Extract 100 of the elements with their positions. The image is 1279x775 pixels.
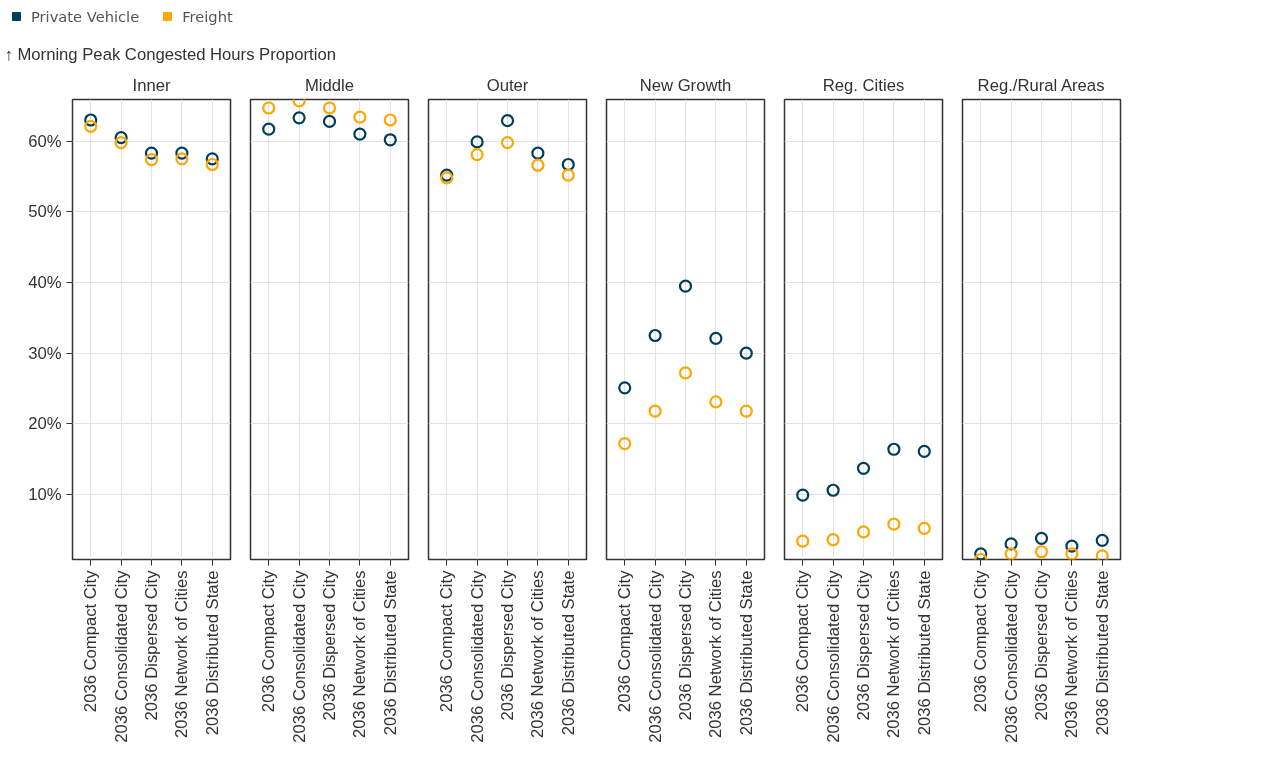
x-tick-label: 2036 Dispersed City <box>142 569 161 721</box>
point <box>292 111 306 125</box>
x-tick-label: 2036 Compact City <box>971 569 991 713</box>
point <box>1065 547 1079 560</box>
x-tick-label: 2036 Compact City <box>437 569 457 713</box>
point <box>887 442 901 456</box>
point <box>917 521 931 535</box>
x-tick-label: 2036 Dispersed City <box>1032 569 1051 721</box>
point <box>1095 549 1109 560</box>
point <box>826 533 840 547</box>
x-tick-label: 2036 Consolidated City <box>823 569 843 743</box>
x-tick-label: 2036 Distributed State <box>736 570 756 736</box>
point <box>322 101 337 115</box>
point <box>1034 545 1049 559</box>
point <box>561 168 575 182</box>
point <box>709 331 723 345</box>
point <box>826 483 840 497</box>
x-tick-label: 2036 Distributed State <box>380 570 400 736</box>
x-tick-label: 2036 Network of Cities <box>884 570 904 739</box>
x-tick-label: 2036 Distributed State <box>914 570 934 736</box>
point <box>648 328 662 343</box>
x-tick-label: 2036 Consolidated City <box>111 569 131 743</box>
point <box>739 346 753 360</box>
point <box>205 152 219 166</box>
x-tick-label: 2036 Dispersed City <box>498 569 517 721</box>
point <box>383 133 397 147</box>
y-tick-label: 50% <box>28 202 62 222</box>
point <box>144 146 159 160</box>
point <box>1004 537 1018 551</box>
x-tick-label: 2036 Network of Cities <box>528 570 548 739</box>
x-tick-label: 2036 Network of Cities <box>706 570 726 739</box>
x-tick-label: 2036 Compact City <box>793 569 813 713</box>
point <box>262 101 276 115</box>
point <box>470 148 484 162</box>
point <box>618 381 632 395</box>
chart-title: Reg. Cities <box>822 75 905 95</box>
point <box>84 113 98 127</box>
x-tick-label: 2036 Distributed State <box>558 570 578 736</box>
point <box>322 114 337 128</box>
x-tick-label: 2036 Distributed State <box>202 570 222 736</box>
point <box>353 110 367 124</box>
x-tick-label: 2036 Consolidated City <box>289 569 309 743</box>
point <box>205 157 219 172</box>
point <box>678 279 693 293</box>
point <box>974 547 988 560</box>
point <box>531 158 545 172</box>
x-tick-label: 2036 Network of Cities <box>1062 570 1082 739</box>
x-tick-label: 2036 Network of Cities <box>350 570 370 739</box>
point <box>796 534 810 548</box>
point <box>1034 531 1049 545</box>
point <box>144 152 159 167</box>
y-tick-label: 10% <box>28 484 62 504</box>
point <box>470 135 484 149</box>
point <box>709 395 723 409</box>
point <box>383 113 397 127</box>
legend-label: Freight <box>182 7 233 25</box>
x-tick-label: 2036 Compact City <box>615 569 635 713</box>
y-tick-label: 20% <box>28 414 62 434</box>
point <box>1095 533 1109 548</box>
point <box>561 157 575 172</box>
chart-title: New Growth <box>639 75 732 95</box>
point <box>1004 547 1018 560</box>
point <box>1065 539 1079 553</box>
x-tick-label: 2036 Consolidated City <box>645 569 665 743</box>
point <box>917 444 931 458</box>
y-tick-label: 40% <box>28 273 62 293</box>
point <box>114 131 128 145</box>
point <box>618 437 632 451</box>
point <box>648 404 662 418</box>
point <box>175 152 189 166</box>
point <box>114 136 128 150</box>
point <box>500 136 515 150</box>
point <box>353 127 367 141</box>
x-tick-label: 2036 Dispersed City <box>320 569 339 721</box>
chart-title: Outer <box>486 75 529 95</box>
point <box>856 461 871 475</box>
point <box>262 122 276 136</box>
x-tick-label: 2036 Dispersed City <box>676 569 695 721</box>
point <box>856 525 871 539</box>
x-tick-label: 2036 Consolidated City <box>467 569 487 743</box>
chart-title: Reg./Rural Areas <box>977 75 1105 95</box>
point <box>175 146 189 160</box>
point <box>796 488 810 502</box>
point <box>887 517 901 531</box>
chart-title: Inner <box>132 75 171 95</box>
x-tick-label: 2036 Consolidated City <box>1001 569 1021 743</box>
x-tick-label: 2036 Dispersed City <box>854 569 873 721</box>
legend-label: Private Vehicle <box>31 7 140 25</box>
x-tick-label: 2036 Compact City <box>259 569 279 713</box>
y-tick-label: 60% <box>28 131 62 151</box>
x-tick-label: 2036 Distributed State <box>1092 570 1112 736</box>
x-tick-label: 2036 Network of Cities <box>172 570 192 739</box>
point <box>500 114 515 128</box>
point <box>678 366 693 380</box>
point <box>84 119 98 133</box>
point <box>531 146 545 160</box>
x-tick-label: 2036 Compact City <box>81 569 101 713</box>
y-tick-label: 30% <box>28 343 62 363</box>
chart-title: Middle <box>304 75 355 95</box>
point <box>739 404 753 418</box>
